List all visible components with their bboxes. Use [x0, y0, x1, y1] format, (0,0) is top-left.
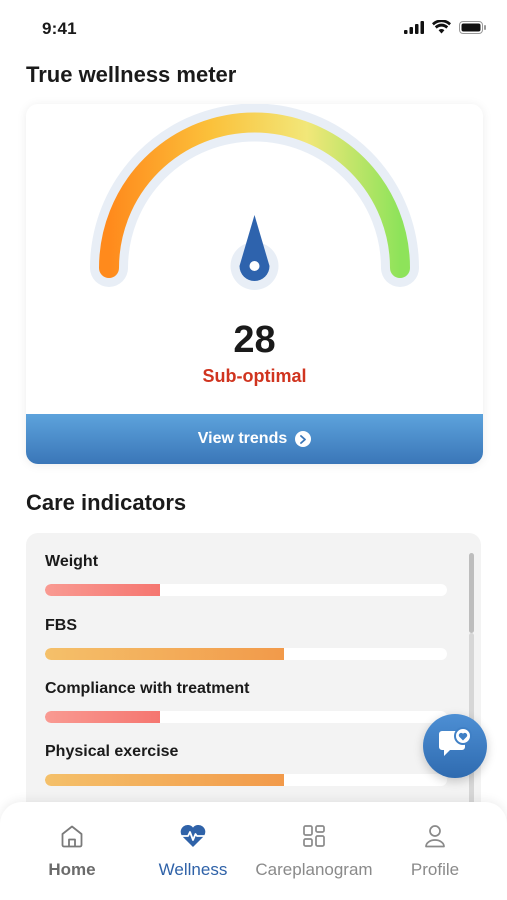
gauge-needle [230, 215, 279, 290]
indicator-bar-track [45, 648, 447, 660]
view-trends-label: View trends [197, 430, 288, 447]
indicator-label: Compliance with treatment [45, 680, 250, 697]
wellness-score: 28 [233, 319, 276, 361]
view-trends-button[interactable]: View trends [26, 414, 483, 464]
heartbeat-icon [179, 822, 207, 850]
nav-label-careplanogram: Careplanogram [255, 860, 373, 879]
indicator-compliance: Compliance with treatment [45, 680, 447, 723]
indicator-label: Physical exercise [45, 743, 179, 760]
nav-item-home[interactable]: Home [9, 822, 135, 884]
gauge-arc [99, 112, 410, 278]
wifi-icon [432, 20, 451, 34]
nav-label-profile: Profile [410, 860, 460, 879]
home-icon [58, 822, 86, 850]
chevron-right-icon [295, 431, 312, 447]
cellular-signal-icon [404, 20, 424, 34]
indicator-physical-exercise: Physical exercise [45, 743, 447, 786]
status-icons [404, 20, 487, 34]
nav-item-profile[interactable]: Profile [372, 822, 498, 884]
indicator-bar-fill [45, 711, 161, 723]
indicator-fbs: FBS [45, 617, 447, 660]
wellness-meter-card: 28 Sub-optimal View trends [26, 104, 483, 464]
scrollbar-thumb[interactable] [469, 553, 474, 633]
indicator-bar-fill [45, 774, 285, 786]
chat-heart-icon [437, 726, 473, 766]
status-bar: 9:41 [0, 0, 507, 56]
grid-icon [300, 822, 328, 850]
nav-label-wellness: Wellness [158, 860, 228, 879]
care-indicators-title: Care indicators [26, 490, 187, 515]
bottom-nav: Home Wellness Careplanogram [0, 802, 507, 900]
nav-label-home: Home [48, 860, 96, 879]
nav-item-wellness[interactable]: Wellness [130, 822, 256, 884]
indicator-bar-fill [45, 584, 161, 596]
indicator-weight: Weight [45, 553, 447, 596]
user-icon [421, 822, 449, 850]
page-title: True wellness meter [26, 62, 237, 87]
battery-icon [459, 20, 487, 34]
chat-support-button[interactable] [423, 714, 487, 778]
care-indicators-list: Weight FBS Compliance with treatment Phy… [26, 533, 481, 823]
nav-item-careplanogram[interactable]: Careplanogram [251, 822, 377, 884]
indicator-label: Weight [45, 553, 99, 570]
indicator-label: FBS [45, 617, 77, 634]
indicator-bar-track [45, 711, 447, 723]
indicator-bar-fill [45, 648, 285, 660]
indicator-bar-track [45, 584, 447, 596]
status-time: 9:41 [42, 19, 77, 38]
indicator-bar-track [45, 774, 447, 786]
wellness-status: Sub-optimal [202, 366, 307, 386]
wellness-gauge [90, 104, 419, 290]
